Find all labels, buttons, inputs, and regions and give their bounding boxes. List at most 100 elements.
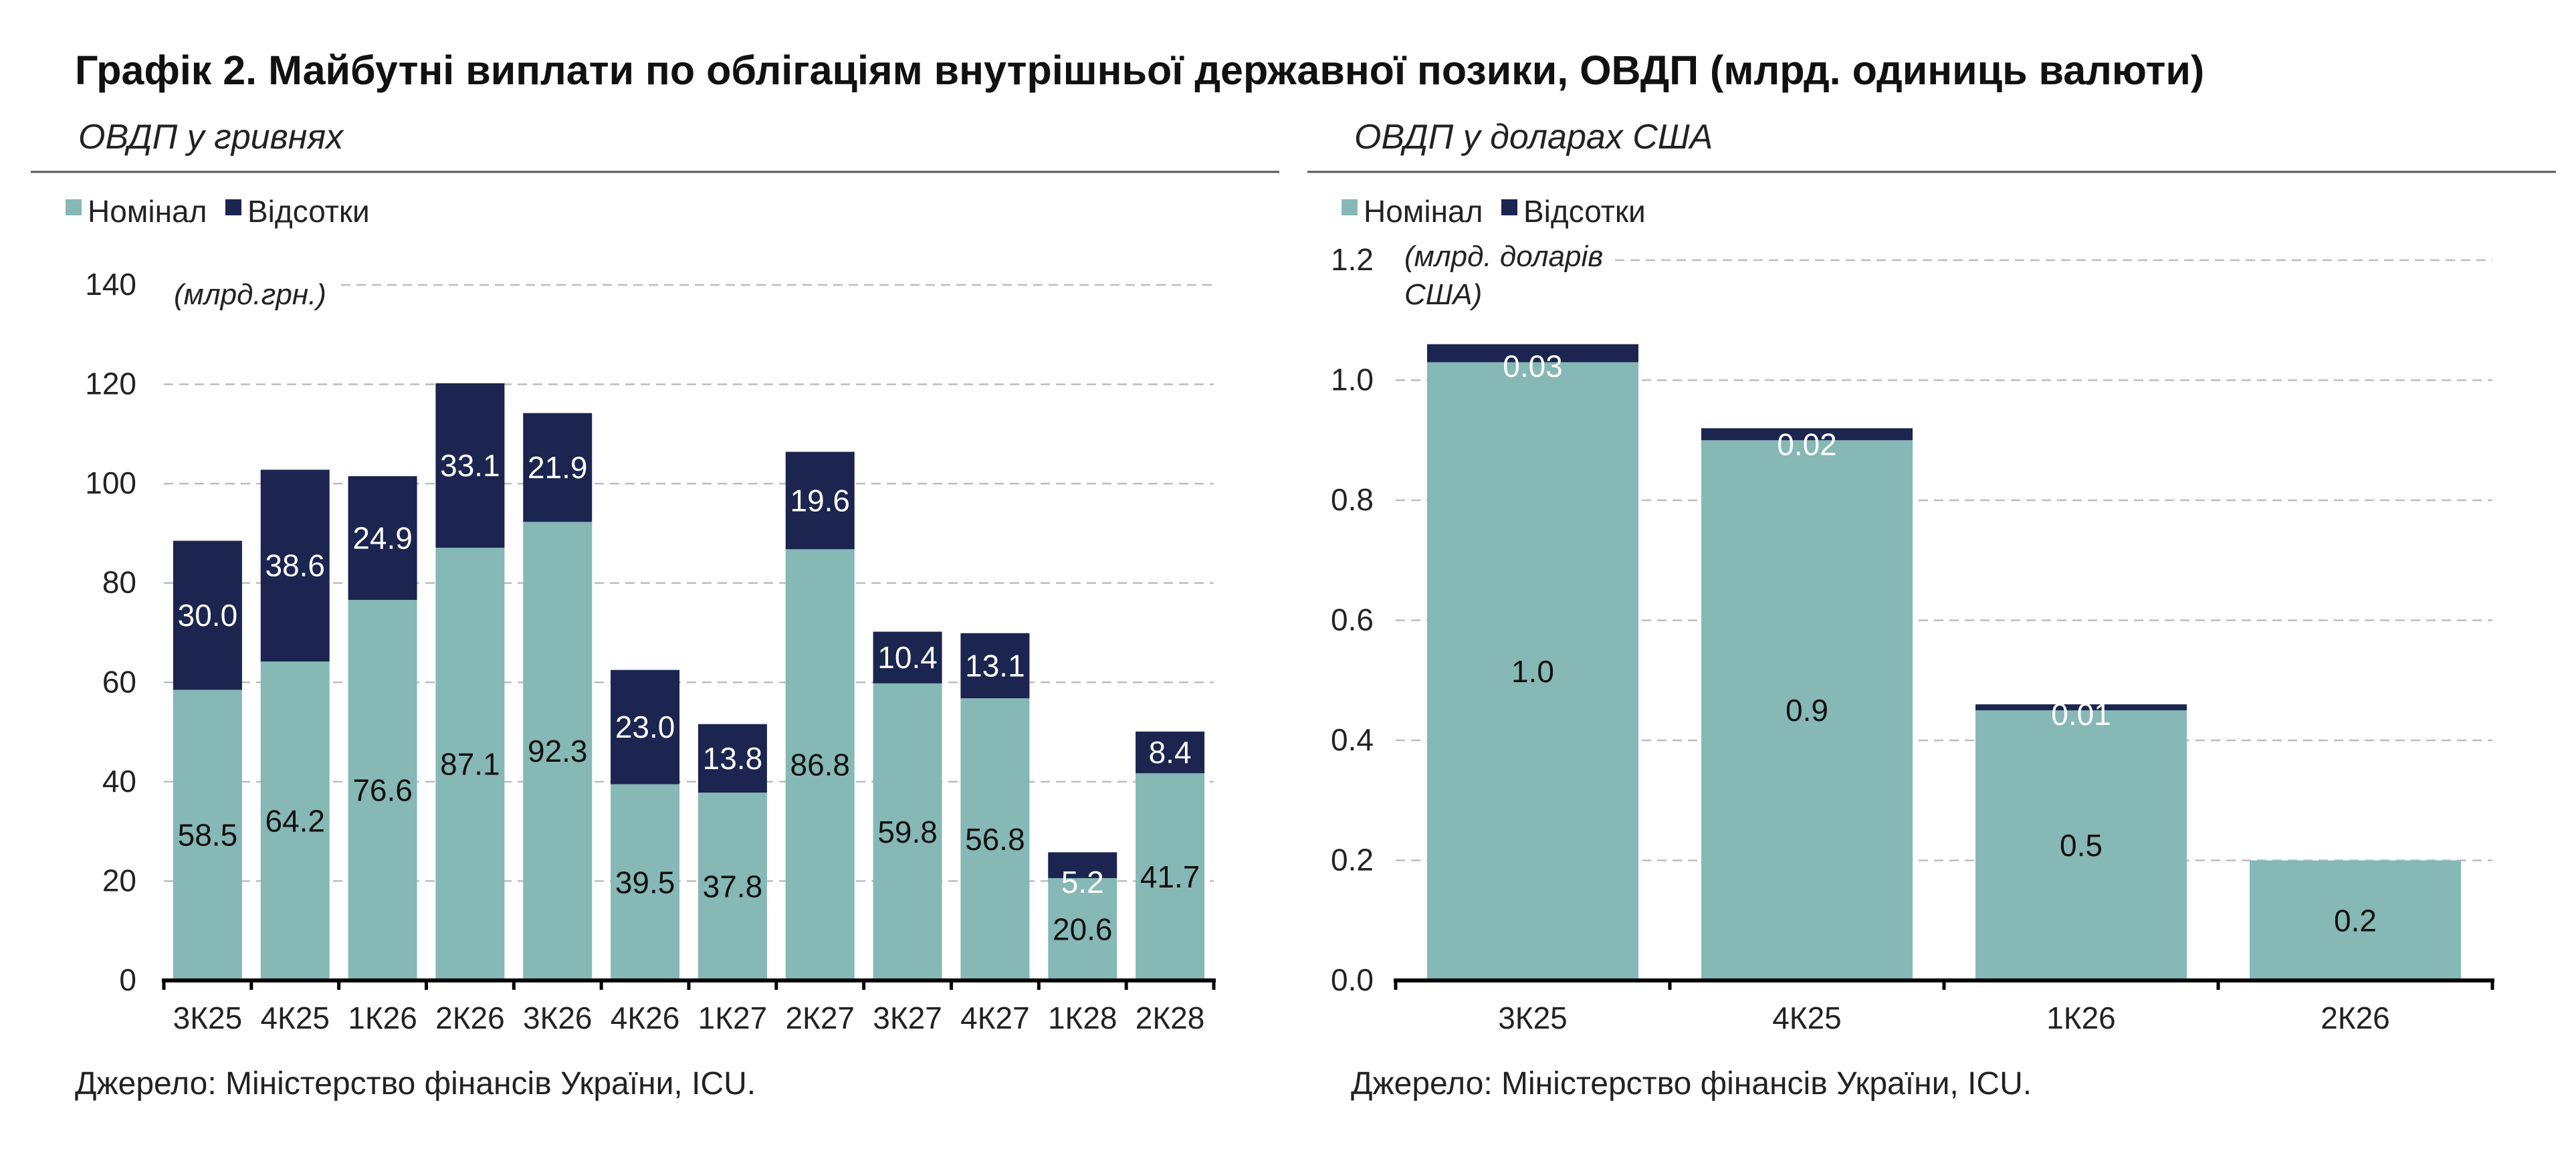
- right-y-tick-label: 0.0: [1331, 962, 1374, 997]
- left-bar-interest-1К27: [697, 724, 767, 793]
- right-bar-interest-4К25: [1701, 428, 1913, 441]
- left-bar-nominal-3К25: [173, 690, 242, 980]
- left-label-nominal-2К27: 86.8: [790, 748, 850, 782]
- left-x-tick-label-4К26: 4К26: [611, 1001, 680, 1035]
- right-x-tick-label-1К26: 1К26: [2046, 1001, 2116, 1035]
- left-x-tick-label-4К27: 4К27: [960, 1001, 1030, 1035]
- right-chart-subtitle: ОВДП у доларах США: [1354, 118, 1713, 156]
- right-x-tick-label-4К25: 4К25: [1772, 1001, 1842, 1035]
- left-label-interest-3К26: 21.9: [528, 450, 588, 485]
- left-label-interest-2К28: 8.4: [1149, 735, 1192, 770]
- left-x-tick-label-3К27: 3К27: [873, 1001, 942, 1035]
- left-label-interest-2К27: 19.6: [790, 483, 850, 518]
- left-unit-label: (млрд.грн.): [174, 278, 326, 311]
- left-bar-nominal-2К27: [785, 549, 855, 980]
- left-label-nominal-4К27: 56.8: [965, 822, 1025, 857]
- right-legend-interest-label: Відсотки: [1523, 194, 1646, 229]
- right-y-tick-label: 1.0: [1331, 362, 1374, 397]
- right-label-interest-1К26: 0.01: [2051, 697, 2111, 732]
- left-label-interest-1К26: 24.9: [352, 520, 413, 555]
- left-bar-interest-3К26: [523, 413, 593, 522]
- left-x-tick-label-3К26: 3К26: [523, 1001, 593, 1035]
- figure-title: Графік 2. Майбутні виплати по облігаціям…: [75, 47, 2204, 93]
- left-bar-nominal-1К27: [697, 793, 767, 980]
- left-x-tick-label-3К25: 3К25: [173, 1001, 243, 1035]
- left-label-nominal-4К26: 39.5: [615, 865, 675, 900]
- right-chart-panel: ОВДП у доларах США Номінал Відсотки (млр…: [1307, 118, 2556, 1102]
- left-bar-interest-4К27: [960, 633, 1030, 699]
- left-x-tick-label-1К27: 1К27: [698, 1001, 768, 1035]
- left-bar-interest-3К25: [173, 540, 242, 690]
- left-legend-interest-label: Відсотки: [247, 194, 370, 229]
- left-bar-interest-1К26: [348, 476, 417, 600]
- right-y-tick-label: 0.2: [1331, 843, 1374, 877]
- left-label-nominal-2К28: 41.7: [1140, 859, 1200, 894]
- left-bar-interest-2К26: [435, 383, 505, 548]
- left-label-nominal-3К25: 58.5: [178, 818, 238, 853]
- left-label-nominal-1К28: 20.6: [1053, 912, 1113, 946]
- right-bar-interest-1К26: [1975, 704, 2187, 711]
- left-chart-panel: ОВДП у гривнях Номінал Відсотки (млрд.гр…: [31, 118, 1279, 1102]
- left-chart-subtitle: ОВДП у гривнях: [78, 118, 344, 156]
- left-x-tick-label-1К26: 1К26: [348, 1001, 417, 1035]
- left-y-tick-label: 120: [85, 366, 136, 401]
- right-legend-interest-swatch: [1501, 199, 1517, 215]
- right-bar-nominal-2К26: [2250, 860, 2461, 980]
- left-label-nominal-2К26: 87.1: [440, 746, 500, 781]
- left-y-tick-label: 100: [85, 465, 136, 500]
- right-plot-area: 0.0 0.2 0.4 0.6 0.8 1.0 1.2 1.0 0.03 3К25 0.9 0.02 4…: [1331, 242, 2494, 1035]
- left-label-interest-3К27: 10.4: [877, 640, 938, 675]
- left-label-interest-4К26: 23.0: [615, 710, 675, 744]
- right-label-interest-4К25: 0.02: [1777, 427, 1837, 461]
- left-label-interest-4К27: 13.1: [965, 648, 1025, 683]
- left-y-tick-label: 140: [85, 267, 136, 302]
- left-bar-nominal-3К26: [523, 522, 593, 980]
- left-bar-nominal-4К26: [611, 784, 680, 980]
- left-x-tick-label-2К26: 2К26: [435, 1001, 505, 1035]
- right-bar-interest-3К25: [1427, 344, 1638, 362]
- left-label-nominal-1К27: 37.8: [703, 869, 763, 904]
- left-bar-nominal-2К28: [1136, 773, 1205, 980]
- left-bar-interest-1К28: [1048, 852, 1117, 878]
- right-y-tick-label: 0.4: [1331, 722, 1374, 757]
- right-bar-nominal-1К26: [1975, 710, 2187, 980]
- left-label-nominal-3К27: 59.8: [877, 815, 938, 849]
- right-y-tick-label: 0.6: [1331, 603, 1374, 637]
- left-bar-nominal-3К27: [873, 683, 942, 980]
- left-bar-nominal-1К26: [348, 599, 417, 980]
- left-bar-interest-2К28: [1136, 731, 1205, 774]
- right-label-nominal-1К26: 0.5: [2060, 828, 2103, 863]
- right-label-nominal-4К25: 0.9: [1786, 693, 1828, 728]
- right-x-tick-label-3К25: 3К25: [1498, 1001, 1568, 1035]
- left-y-tick-label: 20: [102, 863, 136, 898]
- left-legend-nominal-swatch: [66, 199, 82, 215]
- right-unit-label-line2: США): [1404, 278, 1482, 311]
- right-bar-nominal-4К25: [1701, 440, 1913, 980]
- left-x-tick-label-1К28: 1К28: [1048, 1001, 1117, 1035]
- left-bar-nominal-1К28: [1048, 877, 1117, 980]
- right-label-nominal-3К25: 1.0: [1511, 654, 1554, 689]
- left-bar-nominal-2К26: [435, 547, 505, 980]
- left-y-tick-label: 80: [102, 565, 136, 600]
- left-x-tick-label-2К27: 2К27: [785, 1001, 855, 1035]
- left-label-interest-1К27: 13.8: [703, 741, 763, 776]
- left-label-interest-4К25: 38.6: [265, 548, 325, 583]
- left-y-tick-label: 40: [102, 764, 136, 799]
- left-x-tick-label-2К28: 2К28: [1136, 1001, 1205, 1035]
- left-label-interest-3К25: 30.0: [178, 598, 238, 633]
- left-bar-nominal-4К25: [260, 661, 330, 980]
- left-label-nominal-4К25: 64.2: [265, 804, 325, 839]
- left-bar-nominal-4К27: [960, 698, 1030, 980]
- right-legend-nominal-label: Номінал: [1364, 194, 1483, 229]
- left-bar-interest-3К27: [873, 631, 942, 684]
- left-label-interest-2К26: 33.1: [440, 448, 500, 483]
- left-x-tick-label-4К25: 4К25: [260, 1001, 330, 1035]
- right-y-tick-label: 1.2: [1331, 242, 1374, 277]
- right-legend-nominal-swatch: [1341, 199, 1358, 215]
- left-bar-interest-4К26: [611, 669, 680, 784]
- right-y-tick-label: 0.8: [1331, 482, 1374, 517]
- left-label-nominal-1К26: 76.6: [352, 772, 413, 807]
- right-label-nominal-2К26: 0.2: [2334, 903, 2377, 938]
- left-y-tick-label: 60: [102, 664, 136, 699]
